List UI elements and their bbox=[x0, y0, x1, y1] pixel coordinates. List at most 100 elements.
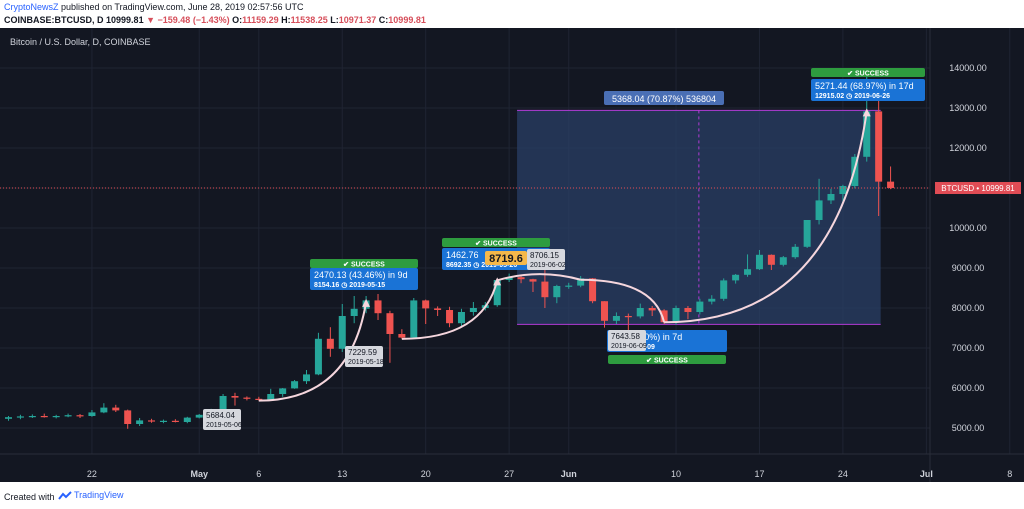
success-badge-1-label: ✔ SUCCESS bbox=[343, 262, 385, 269]
change-value: −159.48 (−1.43%) bbox=[157, 15, 230, 25]
success-badge-3-label: ✔ SUCCESS bbox=[646, 358, 688, 365]
open-value: 11159.29 bbox=[242, 15, 279, 25]
candle-body bbox=[839, 186, 847, 194]
x-tick-label: 6 bbox=[256, 469, 261, 479]
author-link[interactable]: CryptoNewsZ bbox=[4, 2, 59, 12]
candle-body bbox=[279, 388, 287, 394]
move-arrow-3-head bbox=[862, 108, 871, 117]
candle-body bbox=[231, 396, 239, 398]
candle-body bbox=[541, 281, 549, 298]
price-tag-label: 8719.6 bbox=[489, 253, 523, 265]
open-label: O: bbox=[232, 15, 243, 25]
range-label-box bbox=[604, 91, 724, 105]
success-badge-4-box bbox=[811, 68, 925, 77]
candle-body bbox=[183, 417, 191, 422]
candle-body bbox=[493, 280, 501, 306]
y-tick-label: 6000.00 bbox=[952, 383, 985, 393]
x-tick-label: 17 bbox=[754, 469, 764, 479]
tradingview-logo[interactable]: TradingView bbox=[58, 490, 124, 500]
candle-body bbox=[76, 415, 84, 417]
move-label-2-sub: 8692.35 ◷ 2019-05-26 bbox=[446, 262, 517, 269]
x-tick-label: 13 bbox=[337, 469, 347, 479]
candle-body bbox=[64, 415, 72, 417]
candle-body bbox=[243, 397, 251, 399]
y-tick-label: 7000.00 bbox=[952, 343, 985, 353]
y-tick-label: 14000.00 bbox=[949, 63, 987, 73]
move-label-4-sub: 12915.02 ◷ 2019-06-26 bbox=[815, 93, 890, 100]
y-tick-label: 10000.00 bbox=[949, 223, 987, 233]
candle-body bbox=[267, 394, 275, 400]
candle-body bbox=[505, 277, 513, 280]
chart-area[interactable]: 5000.00 6000.00 7000.00 8000.00 9000.00 10000… bbox=[0, 28, 1024, 482]
candle-body bbox=[326, 338, 334, 349]
candle-body bbox=[422, 300, 430, 309]
candle-body bbox=[148, 420, 156, 422]
x-tick-label: Jul bbox=[920, 469, 933, 479]
candle-body bbox=[875, 111, 883, 182]
x-tick-label: Jun bbox=[561, 469, 577, 479]
publish-header: CryptoNewsZ published on TradingView.com… bbox=[0, 0, 1024, 28]
high-tag-1-box bbox=[527, 249, 565, 270]
candle-body bbox=[720, 280, 728, 299]
candle-body bbox=[434, 308, 442, 310]
y-tick-label: 12000.00 bbox=[949, 143, 987, 153]
symbol-label: COINBASE:BTCUSD, D bbox=[4, 15, 104, 25]
candle-body bbox=[577, 278, 585, 286]
last-price-label: BTCUSD • 10999.81 bbox=[941, 184, 1015, 193]
candle-body bbox=[159, 420, 167, 422]
x-tick-label: 24 bbox=[838, 469, 848, 479]
candle-body bbox=[767, 254, 775, 265]
high-label: H: bbox=[281, 15, 291, 25]
move-label-3-move: 7 (−12.20%) in 7d bbox=[611, 332, 682, 342]
candle-body bbox=[612, 316, 620, 321]
move-label-1-move: 2470.13 (43.46%) in 9d bbox=[314, 270, 408, 280]
candle-body bbox=[684, 308, 692, 312]
y-tick-label: 5000.00 bbox=[952, 423, 985, 433]
candle-body bbox=[589, 278, 597, 302]
success-badge-2-box bbox=[442, 238, 550, 247]
candle-body bbox=[219, 396, 227, 410]
candle-body bbox=[171, 420, 179, 422]
candle-body bbox=[779, 257, 787, 265]
low-tag-2-date: 2019-05-18 bbox=[348, 359, 384, 366]
candle-body bbox=[16, 416, 24, 418]
close-value: 10999.81 bbox=[388, 15, 426, 25]
low-tag-2-value: 7229.59 bbox=[348, 348, 377, 357]
candle-body bbox=[732, 274, 740, 281]
candle-body bbox=[744, 269, 752, 275]
candle-body bbox=[112, 407, 120, 411]
high-tag-1-value: 8706.15 bbox=[530, 251, 559, 260]
close-label: C: bbox=[378, 15, 389, 25]
tradingview-name: TradingView bbox=[74, 490, 124, 500]
candle-body bbox=[386, 313, 394, 334]
candle-body bbox=[887, 181, 895, 189]
candle-body bbox=[660, 310, 668, 323]
y-tick-label: 13000.00 bbox=[949, 103, 987, 113]
ohlc-line: COINBASE:BTCUSD, D 10999.81 ▼ −159.48 (−… bbox=[4, 15, 426, 25]
candle-body bbox=[553, 286, 561, 298]
low-tag-3-box bbox=[608, 330, 646, 351]
move-arrow-1 bbox=[258, 301, 368, 402]
candle-body bbox=[791, 246, 799, 258]
candle-body bbox=[672, 308, 680, 323]
candle-body bbox=[446, 310, 454, 324]
last-value: 10999.81 bbox=[106, 15, 144, 25]
x-tick-label: 10 bbox=[671, 469, 681, 479]
candle-body bbox=[374, 300, 382, 314]
y-tick-label: 8000.00 bbox=[952, 303, 985, 313]
candle-body bbox=[815, 200, 823, 220]
candle-body bbox=[636, 308, 644, 317]
low-tag-3-value: 7643.58 bbox=[611, 332, 640, 341]
price-chart[interactable]: 5000.00 6000.00 7000.00 8000.00 9000.00 10000… bbox=[0, 28, 1024, 482]
candle-body bbox=[827, 194, 835, 201]
candle-body bbox=[124, 410, 132, 424]
x-tick-label: 27 bbox=[504, 469, 514, 479]
candle-body bbox=[803, 220, 811, 247]
candle-body bbox=[350, 308, 358, 316]
low-tag-2-box bbox=[345, 346, 383, 367]
move-label-4-move: 5271.44 (68.97%) in 17d bbox=[815, 81, 914, 91]
candle-body bbox=[696, 301, 704, 312]
low-tag-1-box bbox=[203, 409, 241, 430]
success-badge-1-box bbox=[310, 259, 418, 268]
candle-body bbox=[398, 334, 406, 338]
